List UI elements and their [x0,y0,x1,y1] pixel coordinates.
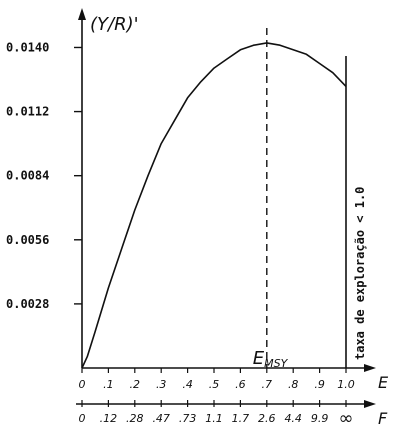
x-tick-label: 0 [79,378,86,391]
f-tick-label: ∞ [339,408,354,429]
y-axis-arrow [78,8,86,20]
f-tick-label: 1.1 [205,412,223,425]
x-axis-arrow [364,364,376,372]
y-tick-label: 0.0112 [6,105,49,119]
x-tick-label: .3 [156,378,167,391]
y-tick-label: 0.0140 [6,40,49,54]
yield-curve [81,42,347,369]
vertical-lines: EMSY taxa de exploração < 1.0 [253,28,367,370]
emsy-label: EMSY [253,348,289,370]
x-ticks: 0 .1 .2 .3 .4 .5 .6 .7 .8 .9 1.0 [79,368,355,391]
x-tick-label: .7 [262,378,273,391]
y-ticks: 0.0028 0.0056 0.0084 0.0112 0.0140 [6,40,82,311]
y-tick-label: 0.0028 [6,297,49,311]
y-tick-label: 0.0056 [6,233,49,247]
f-tick-label: 9.9 [311,412,329,425]
f-axis-arrow [364,400,376,408]
f-tick-label: 4.4 [284,412,302,425]
f-tick-label: 1.7 [232,412,250,425]
x-tick-label: .2 [130,378,141,391]
f-tick-label: 0 [79,412,86,425]
x-tick-label: .4 [182,378,193,391]
x-axis-label-e: E [378,373,389,392]
x-tick-label: 1.0 [337,378,355,391]
f-tick-label: .28 [126,412,144,425]
f-tick-label: .47 [152,412,170,425]
y-axis-label: (Y/R)' [90,14,139,35]
series [81,42,347,369]
y-tick-label: 0.0084 [6,169,49,183]
x-tick-label: .5 [209,378,220,391]
f-tick-label: .73 [179,412,197,425]
axes [78,8,376,372]
x-axis-label-f: F [378,409,388,428]
x-tick-label: .1 [103,378,114,391]
exploitation-rate-label: taxa de exploração < 1.0 [353,187,367,360]
emsy-subscript: MSY [264,357,288,370]
f-tick-label: 2.6 [258,412,276,425]
x-tick-label: .8 [288,378,299,391]
x-tick-label: .6 [235,378,246,391]
x-tick-label: .9 [314,378,325,391]
f-tick-label: .12 [100,412,118,425]
f-axis: 0 .12 .28 .47 .73 1.1 1.7 2.6 4.4 9.9 ∞ [76,400,376,429]
